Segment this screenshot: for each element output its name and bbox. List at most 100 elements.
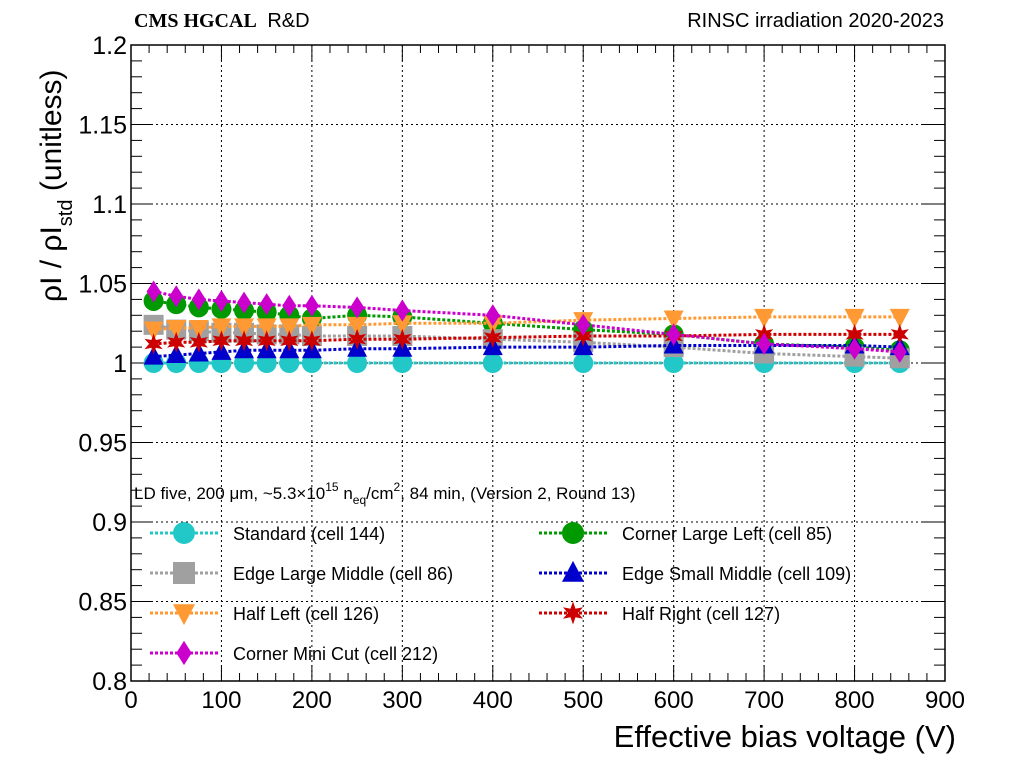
data-point (169, 285, 184, 308)
x-tick-label: 100 (201, 687, 241, 714)
data-point (754, 308, 775, 328)
y-tick-label: 1.2 (92, 32, 127, 60)
grid-lines (131, 45, 945, 681)
data-point (892, 340, 907, 363)
legend-entry: Edge Large Middle (cell 86) (150, 562, 453, 584)
data-point (191, 288, 206, 311)
legend-entry: Standard (cell 144) (150, 522, 385, 544)
plot-frame (130, 44, 946, 682)
data-point (234, 318, 255, 338)
data-point (576, 313, 591, 336)
data-point (301, 316, 322, 336)
annotation-prefix: LD five, 200 μm, ~5.3×10 (134, 484, 325, 503)
data-point (188, 320, 209, 340)
legend-label: Corner Mini Cut (cell 212) (233, 644, 438, 664)
data-point (392, 315, 413, 335)
data-point (890, 323, 909, 345)
data-point (757, 332, 772, 355)
data-point (257, 330, 276, 352)
y-tick-label: 1.15 (78, 112, 127, 140)
legend-entry: Corner Large Left (cell 85) (539, 522, 832, 544)
series-line (153, 332, 900, 346)
x-tick-label: 500 (563, 687, 603, 714)
data-point (574, 325, 593, 347)
y-tick-label: 1 (113, 350, 127, 378)
data-point (392, 353, 413, 373)
series-layer (143, 280, 910, 373)
data-point (844, 308, 865, 328)
legend-entry: Half Left (cell 126) (150, 604, 379, 626)
y-tick-label: 1.05 (78, 271, 127, 299)
x-tick-label: 800 (835, 687, 875, 714)
legend-label: Half Right (cell 127) (622, 604, 780, 624)
data-point (847, 337, 862, 360)
data-point (146, 280, 161, 303)
annotation-suffix: , 84 min, (Version 2, Round 13) (400, 484, 635, 503)
data-point (348, 328, 367, 350)
data-point (482, 353, 503, 373)
data-point (280, 330, 299, 352)
legend-header: LD five, 200 μm, ~5.3×1015 neq/cm2, 84 m… (134, 480, 636, 507)
data-point (279, 318, 300, 338)
annotation-exponent: 15 (325, 480, 339, 494)
x-tick-label: 0 (124, 687, 137, 714)
data-point (212, 330, 231, 352)
data-point (259, 293, 274, 316)
data-point (304, 294, 319, 317)
data-point (483, 327, 502, 349)
legend-marker (176, 640, 192, 666)
data-point (256, 318, 277, 338)
experiment-name: CMS HGCAL (134, 10, 257, 32)
series-line (153, 344, 900, 359)
data-point (573, 353, 594, 373)
series-4 (143, 308, 910, 341)
tick-labels: 0 100 200 300 400 500 600 700 800 900 0.8 0.85 0.9 0.… (78, 32, 965, 714)
y-tick-label: 0.8 (92, 668, 127, 696)
data-point (143, 345, 164, 365)
series-6 (146, 280, 907, 363)
legend-entry: Half Right (cell 127) (539, 601, 780, 625)
x-tick-label: 600 (654, 687, 694, 714)
y-axis-title-suffix: (unitless) (35, 69, 68, 199)
y-tick-label: 0.9 (92, 509, 127, 537)
x-tick-label: 700 (744, 687, 784, 714)
data-point (189, 331, 208, 353)
legend-entries: Standard (cell 144) Corner Large Left (ce… (150, 522, 851, 666)
series-line (153, 323, 900, 360)
experiment-suffix: R&D (267, 10, 309, 32)
annotation-middle: n (339, 484, 353, 503)
campaign-label: RINSC irradiation 2020-2023 (687, 10, 944, 32)
y-axis-title-subscript: std (55, 200, 77, 227)
legend-entry: Edge Small Middle (cell 109) (539, 560, 851, 584)
y-tick-label: 0.85 (78, 589, 127, 617)
legend: LD five, 200 μm, ~5.3×1015 neq/cm2, 84 m… (134, 480, 851, 666)
data-point (663, 353, 684, 373)
experiment-label: CMS HGCAL R&D (134, 10, 310, 32)
legend-label: Edge Small Middle (cell 109) (622, 564, 851, 584)
legend-label: Standard (cell 144) (233, 524, 385, 544)
data-point (350, 296, 365, 319)
series-line (153, 315, 900, 332)
y-axis-title-base: ρI / ρI (35, 226, 68, 302)
series-line (153, 290, 900, 354)
data-point (211, 318, 232, 338)
data-point (347, 316, 368, 336)
data-point (666, 323, 681, 346)
legend-label: Half Left (cell 126) (233, 604, 379, 624)
legend-label: Corner Large Left (cell 85) (622, 524, 832, 544)
data-point (167, 331, 186, 353)
legend-marker (173, 562, 195, 584)
x-tick-label: 900 (925, 687, 965, 714)
legend-marker (562, 522, 584, 544)
data-point (214, 289, 229, 312)
annotation-unit-exponent: 2 (394, 480, 401, 494)
data-point (889, 308, 910, 328)
data-point (395, 299, 410, 322)
series-5 (144, 323, 909, 355)
data-point (144, 333, 163, 355)
data-point (393, 328, 412, 350)
legend-marker (563, 601, 583, 625)
y-tick-label: 1.1 (92, 191, 127, 219)
